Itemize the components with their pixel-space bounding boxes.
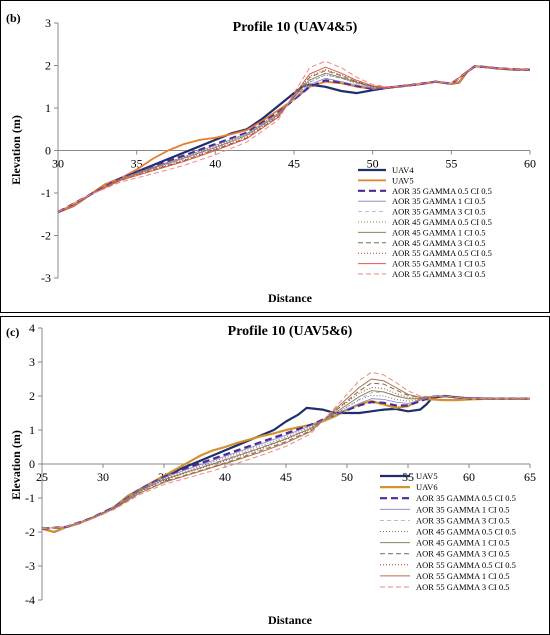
x-tick-label: 25 [36, 470, 48, 484]
legend-entry-3: AOR 35 GAMMA 1 CI 0.5 [416, 504, 510, 514]
y-tick-label: 1 [45, 101, 51, 115]
series-line-1 [57, 65, 530, 213]
panel-b-series-layer [57, 60, 531, 214]
legend-entry-0: UAV4 [392, 165, 414, 175]
series-line-2 [57, 65, 531, 214]
panel-c-y-axis-title: Elevation (m) [9, 430, 23, 500]
y-tick-label: 2 [29, 389, 35, 403]
panel-c-title: Profile 10 (UAV5&6) [228, 324, 353, 339]
chart-panel-c: (c) Profile 10 (UAV5&6) Elevation (m) Di… [0, 316, 550, 635]
y-tick-label: -2 [25, 525, 35, 539]
x-tick-label: 35 [131, 157, 143, 171]
y-tick-label: 3 [29, 355, 35, 369]
legend-entry-8: AOR 55 GAMMA 0.5 CI 0.5 [416, 560, 516, 570]
panel-c-label: (c) [6, 325, 19, 339]
panel-c-x-axis-title: Distance [268, 613, 313, 627]
y-tick-label: 4 [29, 321, 35, 335]
y-tick-label: 2 [45, 59, 51, 73]
legend-entry-6: AOR 45 GAMMA 1 CI 0.5 [392, 227, 486, 237]
x-tick-label: 65 [524, 470, 536, 484]
legend-entry-7: AOR 45 GAMMA 3 CI 0.5 [416, 549, 510, 559]
x-tick-label: 50 [367, 157, 379, 171]
y-tick-label: 1 [29, 423, 35, 437]
legend-entry-10: AOR 55 GAMMA 3 CI 0.5 [392, 269, 486, 279]
x-tick-label: 45 [288, 157, 300, 171]
panel-b-label: (b) [6, 11, 21, 25]
y-tick-label: -1 [41, 186, 51, 200]
legend-entry-4: AOR 35 GAMMA 3 CI 0.5 [392, 207, 486, 217]
legend-entry-10: AOR 55 GAMMA 3 CI 0.5 [416, 582, 510, 592]
x-tick-label: 30 [52, 157, 64, 171]
legend-entry-2: AOR 35 GAMMA 0.5 CI 0.5 [416, 493, 516, 503]
legend-entry-4: AOR 35 GAMMA 3 CI 0.5 [416, 515, 510, 525]
legend-entry-3: AOR 35 GAMMA 1 CI 0.5 [392, 196, 486, 206]
series-line-10 [57, 60, 531, 213]
legend-entry-8: AOR 55 GAMMA 0.5 CI 0.5 [392, 248, 492, 258]
series-line-10 [41, 371, 530, 530]
panel-b-ticks: -3 -2 -1 0 1 2 3 30 35 40 45 50 55 60 [41, 16, 536, 285]
series-line-5 [57, 65, 531, 213]
legend-entry-9: AOR 55 GAMMA 1 CI 0.5 [416, 571, 510, 581]
legend-entry-2: AOR 35 GAMMA 0.5 CI 0.5 [392, 186, 492, 196]
chart-panel-b: (b) Profile 10 (UAV4&5) Elevation (m) Di… [0, 0, 550, 313]
x-tick-label: 60 [524, 157, 536, 171]
y-tick-label: 0 [45, 144, 51, 158]
series-line-8 [41, 387, 530, 530]
x-tick-label: 30 [97, 470, 109, 484]
x-tick-label: 60 [463, 470, 475, 484]
y-tick-label: 0 [29, 457, 35, 471]
x-tick-label: 55 [445, 157, 457, 171]
x-tick-label: 40 [219, 470, 231, 484]
legend-entry-1: UAV5 [392, 175, 414, 185]
legend-entry-6: AOR 45 GAMMA 1 CI 0.5 [416, 538, 510, 548]
legend-entry-7: AOR 45 GAMMA 3 CI 0.5 [392, 238, 486, 248]
legend-entry-5: AOR 45 GAMMA 0.5 CI 0.5 [392, 217, 492, 227]
panel-b-title: Profile 10 (UAV4&5) [233, 20, 358, 35]
y-tick-label: -1 [25, 491, 35, 505]
panel-b-y-axis-title: Elevation (m) [9, 115, 23, 185]
panel-c-frame [0, 316, 550, 635]
legend-entry-0: UAV5 [416, 471, 438, 481]
legend-entry-9: AOR 55 GAMMA 1 CI 0.5 [392, 259, 486, 269]
x-tick-label: 50 [341, 470, 353, 484]
y-tick-label: -2 [41, 229, 51, 243]
y-tick-label: -3 [41, 271, 51, 285]
panel-b-frame [0, 0, 550, 313]
y-tick-label: -4 [25, 593, 35, 607]
legend-entry-5: AOR 45 GAMMA 0.5 CI 0.5 [416, 527, 516, 537]
legend-entry-1: UAV6 [416, 482, 438, 492]
panel-b-x-axis-title: Distance [268, 291, 313, 305]
x-tick-label: 45 [280, 470, 292, 484]
y-tick-label: 3 [45, 16, 51, 30]
y-tick-label: -3 [25, 559, 35, 573]
panel-c-ticks: -4-3-2-101234253035404550556065 [25, 321, 536, 607]
panel-c-series-layer [41, 371, 530, 534]
x-tick-label: 40 [209, 157, 221, 171]
